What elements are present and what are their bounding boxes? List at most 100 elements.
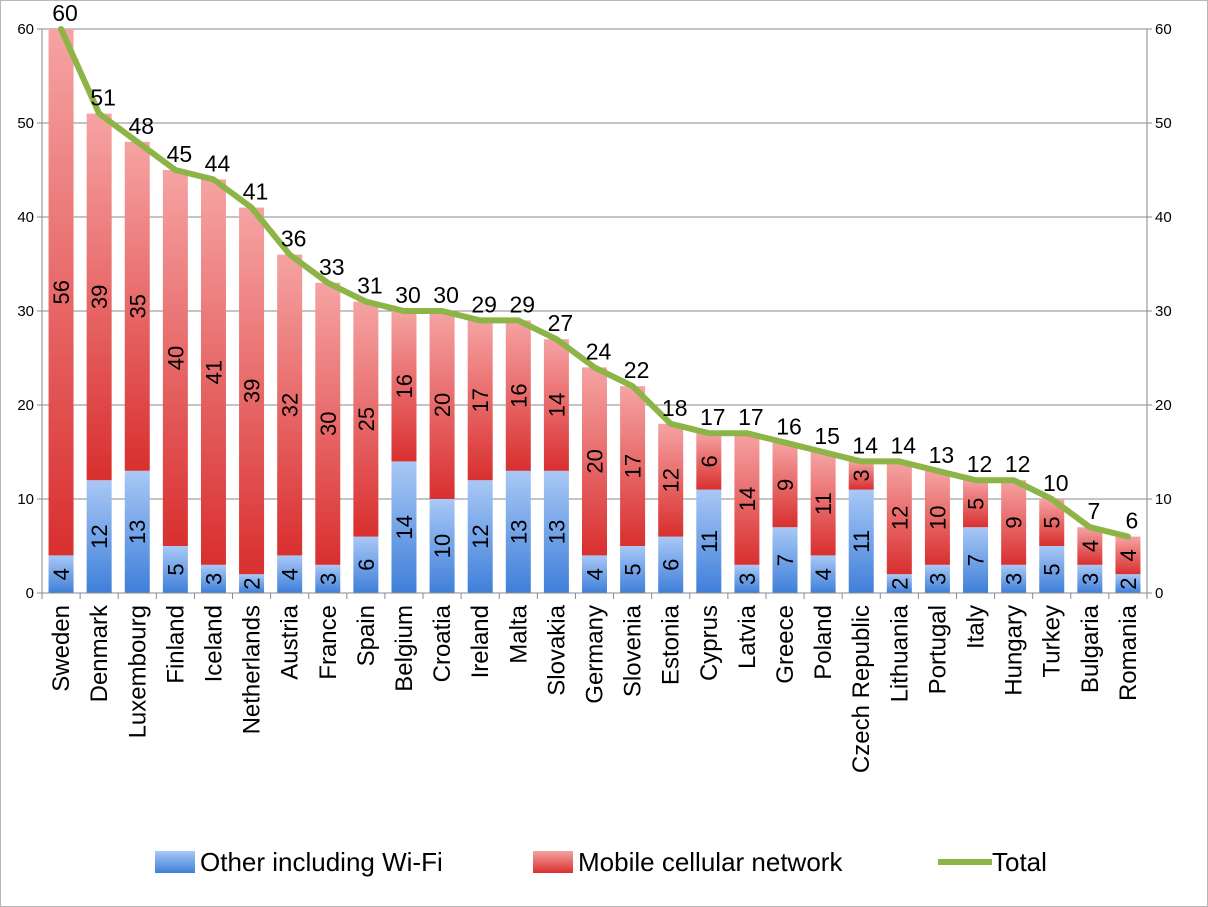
total-point [783, 440, 788, 445]
data-label-total: 13 [929, 442, 955, 468]
bar-mobile-cellular [1001, 480, 1027, 565]
total-point [97, 111, 102, 116]
bar-mobile-cellular [162, 170, 188, 546]
total-point [211, 177, 216, 182]
data-label-total: 15 [814, 423, 840, 449]
bar-other-wifi [696, 489, 722, 593]
bar-other-wifi [315, 564, 341, 593]
data-label-other-wifi: 13 [506, 520, 531, 544]
total-point [630, 384, 635, 389]
data-label-total: 30 [395, 282, 421, 308]
data-label-other-wifi: 2 [887, 577, 912, 589]
data-label-other-wifi: 2 [240, 577, 265, 589]
x-tick-label: Hungary [1001, 605, 1028, 696]
total-point [478, 318, 483, 323]
bar-mobile-cellular [429, 311, 455, 499]
data-label-total: 12 [967, 451, 993, 477]
data-label-total: 10 [1043, 470, 1069, 496]
data-label-other-wifi: 14 [392, 515, 417, 539]
data-label-other-wifi: 3 [1078, 573, 1103, 585]
data-label-mobile-cellular: 5 [1040, 516, 1065, 528]
x-tick-label: Finland [162, 605, 189, 684]
data-label-mobile-cellular: 3 [849, 469, 874, 481]
bar-mobile-cellular [124, 141, 150, 471]
data-label-total: 41 [243, 179, 269, 205]
x-tick-label: Slovenia [620, 604, 647, 697]
bar-mobile-cellular [734, 433, 760, 565]
bar-mobile-cellular [315, 282, 341, 565]
x-tick-label: Ireland [467, 605, 494, 678]
bar-mobile-cellular [353, 301, 379, 537]
x-tick-label: Croatia [429, 604, 456, 682]
x-tick-label: Cyprus [696, 605, 723, 681]
data-label-other-wifi: 4 [811, 568, 836, 580]
bar-mobile-cellular [239, 207, 265, 575]
bar-other-wifi [353, 536, 379, 593]
bar-other-wifi [1115, 574, 1141, 593]
bar-other-wifi [848, 489, 874, 593]
data-label-total: 12 [1005, 451, 1031, 477]
data-label-other-wifi: 4 [583, 568, 608, 580]
data-label-mobile-cellular: 32 [278, 393, 303, 417]
data-label-other-wifi: 10 [430, 534, 455, 558]
bar-mobile-cellular [277, 254, 303, 556]
total-point [1049, 497, 1054, 501]
data-label-total: 27 [548, 310, 574, 336]
y-tick-label-left: 0 [26, 585, 34, 602]
data-label-other-wifi: 13 [125, 520, 150, 544]
x-tick-label: Belgium [391, 605, 418, 692]
data-label-mobile-cellular: 17 [468, 388, 493, 412]
data-label-total: 60 [52, 0, 78, 26]
data-label-other-wifi: 7 [773, 554, 798, 566]
y-tick-label-left: 50 [17, 115, 34, 132]
data-label-total: 33 [319, 254, 345, 280]
data-label-other-wifi: 11 [849, 530, 874, 553]
total-point [440, 309, 445, 313]
data-label-mobile-cellular: 14 [735, 487, 760, 511]
bar-other-wifi [620, 546, 646, 593]
data-label-total: 29 [471, 291, 497, 317]
bar-other-wifi [543, 470, 569, 593]
legend-swatch-mobile-cellular [533, 851, 573, 873]
total-point [1087, 525, 1092, 530]
x-tick-label: Italy [963, 605, 990, 649]
data-label-mobile-cellular: 6 [697, 455, 722, 467]
data-label-total: 51 [90, 85, 116, 111]
total-point [821, 450, 826, 454]
data-label-other-wifi: 3 [735, 573, 760, 585]
data-label-total: 48 [128, 113, 154, 139]
bar-mobile-cellular [886, 461, 912, 575]
data-label-total: 17 [738, 404, 764, 430]
data-label-mobile-cellular: 30 [316, 412, 341, 436]
bar-other-wifi [1001, 564, 1027, 593]
data-label-total: 29 [509, 291, 535, 317]
legend-label-other-wifi: Other including Wi-Fi [200, 847, 443, 877]
total-point [135, 139, 140, 144]
data-label-other-wifi: 3 [316, 573, 341, 585]
x-tick-label: Estonia [658, 604, 685, 685]
data-label-total: 7 [1087, 498, 1100, 524]
bar-other-wifi [734, 564, 760, 593]
data-label-other-wifi: 12 [87, 524, 112, 548]
total-point [592, 365, 597, 370]
data-label-other-wifi: 3 [925, 573, 950, 585]
data-label-mobile-cellular: 35 [125, 294, 150, 318]
bar-mobile-cellular [620, 386, 646, 546]
data-label-mobile-cellular: 39 [240, 379, 265, 403]
data-label-other-wifi: 5 [163, 563, 188, 575]
legend-swatch-other-wifi [155, 851, 195, 873]
bar-other-wifi [162, 546, 188, 593]
total-point [516, 318, 521, 323]
bar-mobile-cellular [200, 179, 226, 565]
data-label-total: 18 [662, 395, 688, 421]
bar-mobile-cellular [658, 423, 684, 537]
bar-mobile-cellular [963, 480, 989, 528]
total-point [973, 478, 978, 483]
y-tick-label-right: 20 [1155, 397, 1172, 414]
x-tick-label: Austria [277, 604, 304, 679]
y-tick-label-left: 30 [17, 303, 34, 320]
bar-mobile-cellular [467, 320, 493, 481]
x-tick-label: Turkey [1039, 605, 1066, 677]
x-tick-label: Denmark [86, 604, 113, 702]
data-label-other-wifi: 13 [544, 520, 569, 544]
